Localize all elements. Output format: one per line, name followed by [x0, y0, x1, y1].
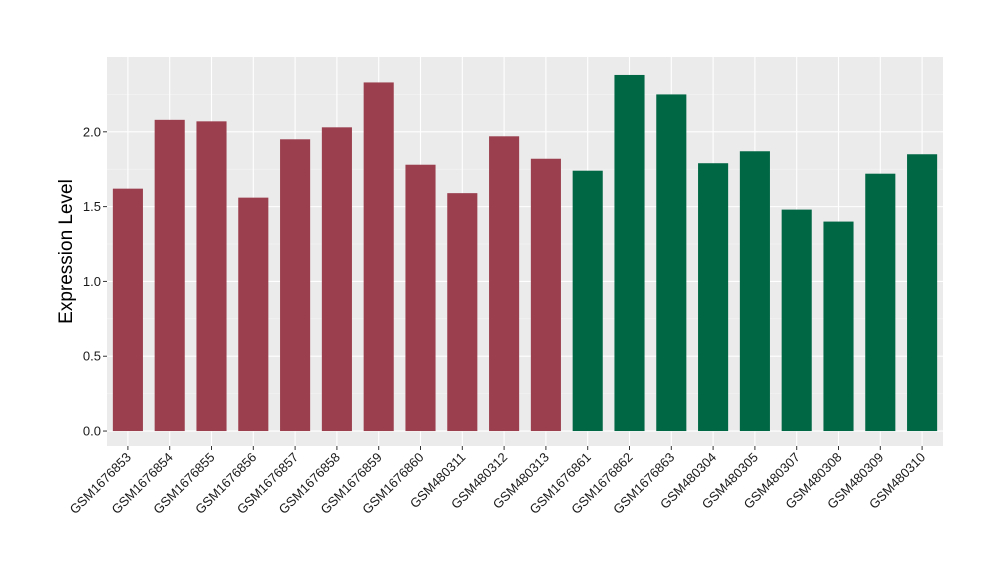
y-tick-label: 1.0 — [83, 274, 101, 289]
bar-GSM1676861 — [572, 170, 603, 432]
y-axis: 0.0 0.5 1.0 1.5 2.0 — [83, 124, 107, 439]
bar-GSM1676853 — [112, 188, 143, 432]
bar-GSM1676858 — [321, 127, 352, 432]
y-tick-label: 0.0 — [83, 424, 101, 439]
bar-GSM480313 — [530, 158, 561, 432]
bar-GSM1676857 — [280, 139, 311, 432]
bar-GSM1676863 — [656, 94, 687, 432]
y-tick-label: 2.0 — [83, 124, 101, 139]
bar-GSM480305 — [739, 151, 770, 432]
bar-GSM480312 — [489, 136, 520, 432]
x-axis: GSM1676853GSM1676854GSM1676855GSM1676856… — [67, 446, 928, 517]
plot-background — [107, 57, 943, 446]
bar-GSM480309 — [865, 173, 896, 432]
bar-GSM1676854 — [154, 119, 185, 432]
y-axis-title: Expression Level — [56, 179, 77, 324]
bar-GSM480307 — [781, 209, 812, 432]
bars — [112, 74, 938, 432]
y-tick-label: 1.5 — [83, 199, 101, 214]
bar-GSM1676862 — [614, 74, 645, 432]
bar-GSM480310 — [907, 154, 938, 432]
bar-GSM480308 — [823, 221, 854, 432]
bar-GSM1676859 — [363, 82, 394, 432]
bar-GSM480304 — [698, 163, 729, 432]
bar-GSM1676855 — [196, 121, 227, 432]
bar-GSM480311 — [447, 193, 478, 432]
bar-GSM1676860 — [405, 164, 436, 432]
y-tick-label: 0.5 — [83, 349, 101, 364]
bar-GSM1676856 — [238, 197, 269, 432]
